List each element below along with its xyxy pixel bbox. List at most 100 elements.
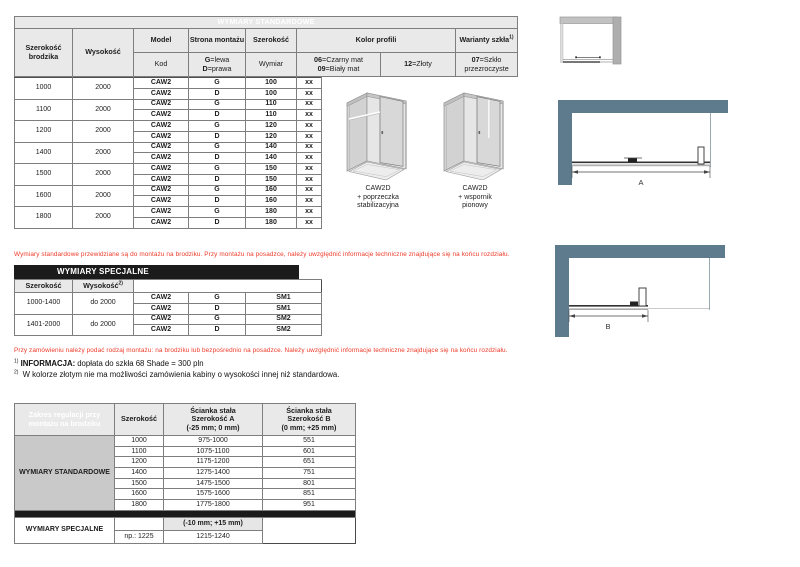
special-note: Przy zamówieniu należy podać rodzaj mont…: [14, 347, 508, 354]
width-cell: 100: [245, 77, 297, 89]
range-a-cell: 1175-1200: [163, 456, 263, 469]
side-cell: D: [188, 109, 246, 121]
side-cell: D: [188, 195, 246, 207]
model-cell: CAW2: [133, 98, 189, 111]
model-cell: CAW2: [133, 195, 189, 207]
sm-cell: SM2: [244, 324, 323, 336]
standard-dimensions-section: WYMIARY STANDARDOWE Szerokość brodzika W…: [13, 16, 519, 229]
width-cell: 120: [245, 130, 297, 143]
standard-row: CAW2 D 100 xx: [15, 87, 322, 100]
height-cell: 2000: [72, 98, 134, 121]
model-cell: CAW2: [133, 206, 189, 218]
price-cell: xx: [296, 152, 322, 164]
special-label-cell: WYMIARY SPECJALNE: [14, 516, 115, 544]
height-cell: do 2000: [72, 313, 134, 336]
price-cell: xx: [296, 195, 322, 207]
col-dimension: Wymiar: [245, 52, 297, 77]
price-cell: xx: [296, 216, 322, 229]
special-table-title: WYMIARY SPECJALNE: [14, 265, 299, 279]
height-cell: 2000: [72, 206, 134, 229]
col-width: Szerokość: [114, 403, 164, 436]
product-figure-support: CAW2D + wspornik pionowy: [437, 92, 513, 211]
standard-row: 1600 2000 CAW2 G 160 xx: [14, 184, 322, 207]
standard-row: 1200 2000 CAW2 G 120 xx: [14, 120, 322, 143]
width-cell: 150: [245, 163, 297, 175]
range-a-cell: 1275-1400: [163, 467, 263, 479]
side-cell: D: [188, 324, 246, 336]
sm-cell: SM2: [244, 313, 323, 326]
standard-label-cell: WYMIARY STANDARDOWE: [14, 435, 115, 511]
model-cell: CAW2: [133, 120, 189, 132]
model-cell: CAW2: [133, 184, 189, 197]
product-caption: CAW2D + poprzeczka stabilizacyjna: [357, 185, 399, 209]
topview-diagram: [556, 12, 628, 73]
range-a-cell: 1575-1600: [163, 488, 263, 501]
model-cell: CAW2: [133, 87, 189, 100]
range-b-cell: 751: [262, 467, 356, 479]
model-cell: CAW2: [133, 302, 189, 315]
model-cell: CAW2: [133, 130, 189, 143]
tray-width-cell: 1400: [14, 141, 73, 164]
standard-row: CAW2 D 110 xx: [15, 109, 322, 121]
adjustment-row: 1400 1275-1400 751: [15, 467, 356, 479]
side-cell: D: [188, 152, 246, 164]
side-cell: D: [188, 216, 246, 229]
width-cell: 1100: [114, 445, 164, 458]
width-cell: 140: [245, 152, 297, 164]
footnote-marker-2: 2): [118, 280, 123, 287]
model-cell: CAW2: [133, 152, 189, 164]
dimension-a-icon: A: [558, 100, 728, 187]
tray-width-cell: 1200: [14, 120, 73, 143]
price-cell: xx: [296, 173, 322, 186]
price-cell: xx: [296, 184, 322, 197]
col-fixed-wall-b: Ścianka stała Szerokość B (0 mm; +25 mm): [262, 403, 356, 436]
dimension-b-icon: B: [555, 245, 725, 337]
dimension-b-label: B: [605, 322, 610, 331]
col-tray-width: Szerokość brodzika: [14, 28, 73, 77]
standard-header-table: WYMIARY STANDARDOWE Szerokość brodzika W…: [13, 16, 519, 77]
price-cell: xx: [296, 120, 322, 132]
corner-topview-icon: [559, 16, 622, 65]
table-title-row: WYMIARY STANDARDOWE: [13, 16, 519, 29]
glass-code-07: 07=Szkło przezroczyste: [454, 52, 519, 77]
standard-row: CAW2 D 180 xx: [15, 216, 322, 229]
range-a-cell: 1775-1800: [163, 499, 263, 511]
side-cell: G: [188, 141, 246, 154]
range-b-cell: 551: [262, 435, 356, 447]
width-cell: 160: [245, 184, 297, 197]
range-a-cell: 1075-1100: [163, 445, 263, 458]
range-b-cell: 601: [262, 445, 356, 458]
adjustment-row: 1600 1575-1600 851: [15, 488, 356, 501]
model-cell: CAW2: [133, 292, 189, 304]
side-cell: G: [188, 98, 246, 111]
special-row: CAW2 D SM2: [15, 324, 323, 336]
standard-note: Wymiary standardowe przewidziane są do m…: [14, 251, 510, 258]
model-cell: CAW2: [133, 141, 189, 154]
width-cell: 150: [245, 173, 297, 186]
col-width: Szerokość: [245, 28, 297, 53]
tray-width-cell: 1100: [14, 98, 73, 121]
footnotes: 1) INFORMACJA: dopłata do szkła 68 Shade …: [14, 358, 339, 380]
width-cell: 1200: [114, 456, 164, 469]
tray-width-cell: 1800: [14, 206, 73, 229]
adjustment-header-row: Zakres regulacji przy montażu na brodzik…: [14, 403, 356, 436]
standard-row: 1800 2000 CAW2 G 180 xx: [14, 206, 322, 229]
side-cell: G: [188, 292, 246, 304]
side-cell: D: [188, 302, 246, 315]
header-row-1: Szerokość brodzika Wysokość Model Strona…: [14, 28, 519, 77]
width-cell: [114, 516, 164, 531]
model-cell: CAW2: [133, 173, 189, 186]
side-cell: D: [188, 173, 246, 186]
width-range-cell: 1401-2000: [14, 313, 73, 336]
standard-row: CAW2 D 140 xx: [15, 152, 322, 164]
product-caption: CAW2D + wspornik pionowy: [458, 185, 492, 209]
separator-row: [14, 509, 356, 518]
price-cell: xx: [296, 98, 322, 111]
standard-row: 1400 2000 CAW2 G 140 xx: [14, 141, 322, 164]
col-side-legend: G=lewa D=prawa: [188, 52, 246, 77]
width-cell: 110: [245, 109, 297, 121]
color-codes-0609: 06=Czarny mat 09=Biały mat: [296, 52, 381, 77]
price-cell: xx: [296, 206, 322, 218]
adjustment-row: 1100 1075-1100 601: [15, 445, 356, 458]
special-row: 1401-2000 do 2000 CAW2 G SM2: [14, 313, 323, 336]
